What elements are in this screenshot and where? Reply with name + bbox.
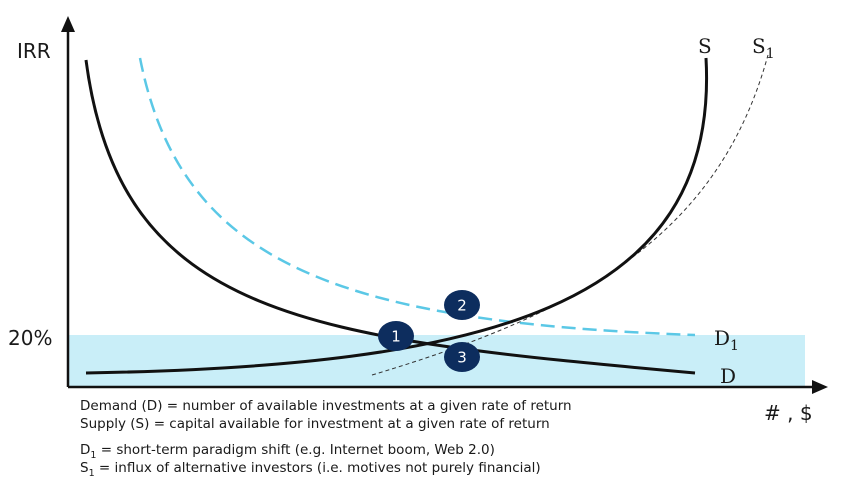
demand-shift-curve [138, 57, 696, 337]
svg-text:3: 3 [457, 349, 467, 367]
x-axis-arrow-icon [812, 380, 828, 394]
intersection-badge-2: 2 [444, 290, 480, 320]
supply-shift-label: S1 [752, 34, 775, 62]
svg-text:2: 2 [457, 297, 467, 315]
supply-label: S [698, 34, 712, 58]
x-axis-label: # , $ [764, 401, 813, 425]
demand-label: D [720, 364, 736, 388]
y-axis-arrow-icon [61, 16, 75, 32]
demand-curve [84, 59, 696, 375]
legend-demand-shift-definition: D1 = short-term paradigm shift (e.g. Int… [80, 442, 495, 461]
legend-demand-definition: Demand (D) = number of available investm… [80, 398, 572, 414]
intersection-badge-3: 3 [444, 342, 480, 372]
supply-curve [85, 57, 709, 375]
svg-text:1: 1 [391, 328, 401, 346]
y-axis-label: IRR [17, 39, 51, 63]
intersection-badge-1: 1 [378, 321, 414, 351]
level-label: 20% [8, 326, 52, 350]
demand-shift-label: D1 [714, 326, 739, 354]
legend-supply-definition: Supply (S) = capital available for inves… [80, 416, 550, 432]
legend-supply-shift-definition: S1 = influx of alternative investors (i.… [80, 460, 541, 479]
